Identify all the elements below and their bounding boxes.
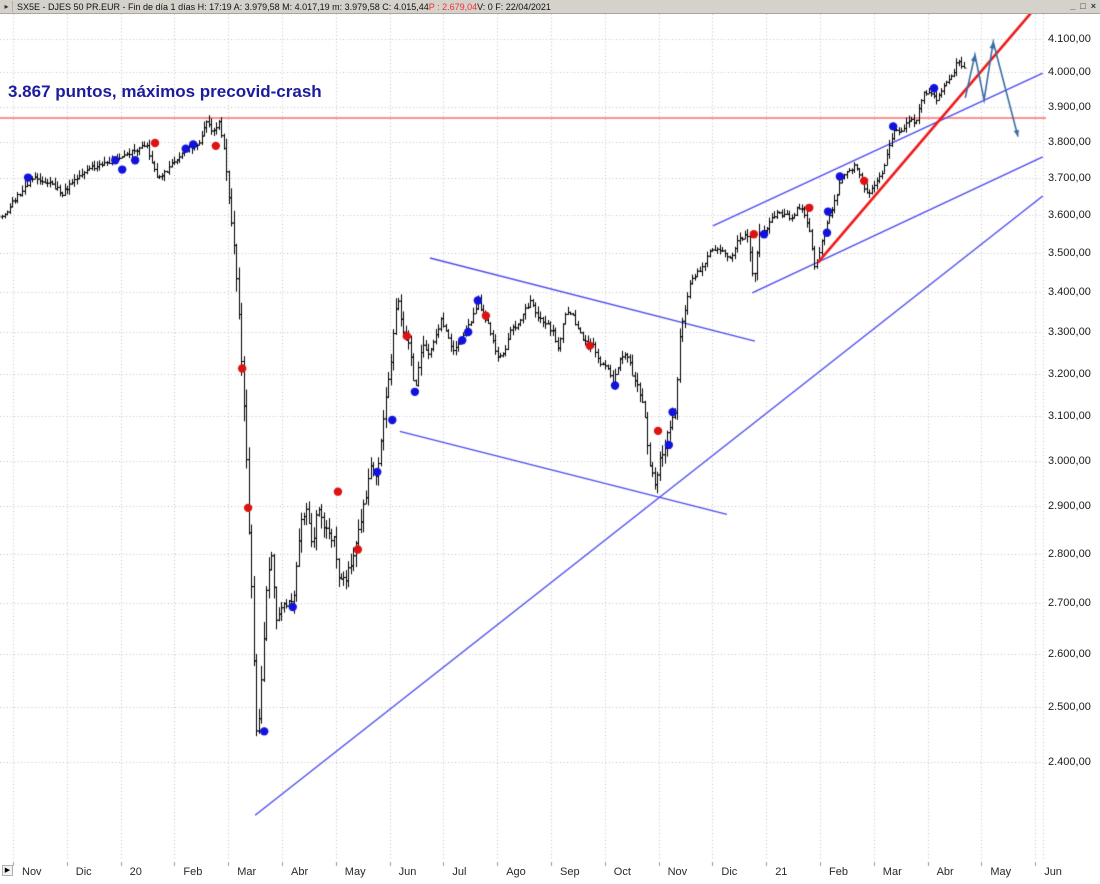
time-axis-nav-button[interactable]: ▶ [2,865,13,876]
time-axis-label: 21 [775,866,788,878]
price-axis-label: 4.000,00 [1048,66,1091,79]
time-axis-label: Jun [1044,866,1062,878]
price-axis-label: 2.700,00 [1048,596,1091,609]
price-axis-label: 3.000,00 [1048,454,1091,467]
time-axis-label: May [990,866,1012,878]
time-axis-label: Dic [721,866,738,878]
price-axis-label: 4.100,00 [1048,33,1091,45]
price-axis-label: 3.900,00 [1048,100,1091,113]
time-axis-label: 20 [129,866,142,878]
price-axis-label: 2.900,00 [1048,500,1091,513]
time-axis-label: Jun [398,866,417,878]
price-axis-label: 2.600,00 [1048,647,1091,660]
price-axis-label: 3.300,00 [1048,326,1091,339]
time-axis-label: Feb [183,866,203,878]
annotation-label: 3.867 puntos, máximos precovid-crash [8,82,322,101]
price-axis-label: 3.600,00 [1048,208,1091,221]
price-axis-label: 3.200,00 [1048,367,1091,380]
price-axis-label: 3.500,00 [1048,246,1091,259]
price-axis-label: 3.400,00 [1048,285,1091,298]
price-axis-label: 2.400,00 [1048,755,1091,768]
window-controls: _ □ × [1070,1,1096,12]
titlebar-volume-date: V: 0 F: 22/04/2021 [477,1,551,12]
price-axis-label: 3.100,00 [1048,410,1091,423]
time-axis-label: Abr [936,866,954,878]
time-axis-label: Dic [75,866,92,878]
titlebar-instrument-info: SX5E - DJES 50 PR.EUR - Fin de día 1 día… [17,1,429,12]
maximize-button[interactable]: □ [1080,1,1086,11]
time-axis-label: Feb [829,866,848,878]
time-axis-label: Ago [506,866,526,878]
time-axis-label: May [344,866,366,878]
titlebar-prev-close: P : 2.679,04 [428,1,478,12]
price-axis-label: 3.800,00 [1048,135,1091,148]
price-axis-label: 2.800,00 [1048,547,1091,560]
close-button[interactable]: × [1090,1,1096,11]
time-axis-label: Nov [667,866,688,878]
time-axis-label: Oct [613,866,631,878]
time-axis-label: Jul [452,866,467,878]
chart-series-icon[interactable]: ▸ [1,1,13,12]
time-axis-label: Mar [882,866,902,878]
time-axis-label: Sep [560,866,580,878]
time-axis-label: Nov [22,866,42,878]
price-axis-label: 2.500,00 [1048,700,1091,713]
price-axis-label: 3.700,00 [1048,171,1091,184]
time-axis-label: Mar [237,866,257,878]
minimize-button[interactable]: _ [1070,1,1076,11]
titlebar[interactable]: ▸ SX5E - DJES 50 PR.EUR - Fin de día 1 d… [0,0,1100,14]
time-axis-label: Abr [291,866,309,878]
